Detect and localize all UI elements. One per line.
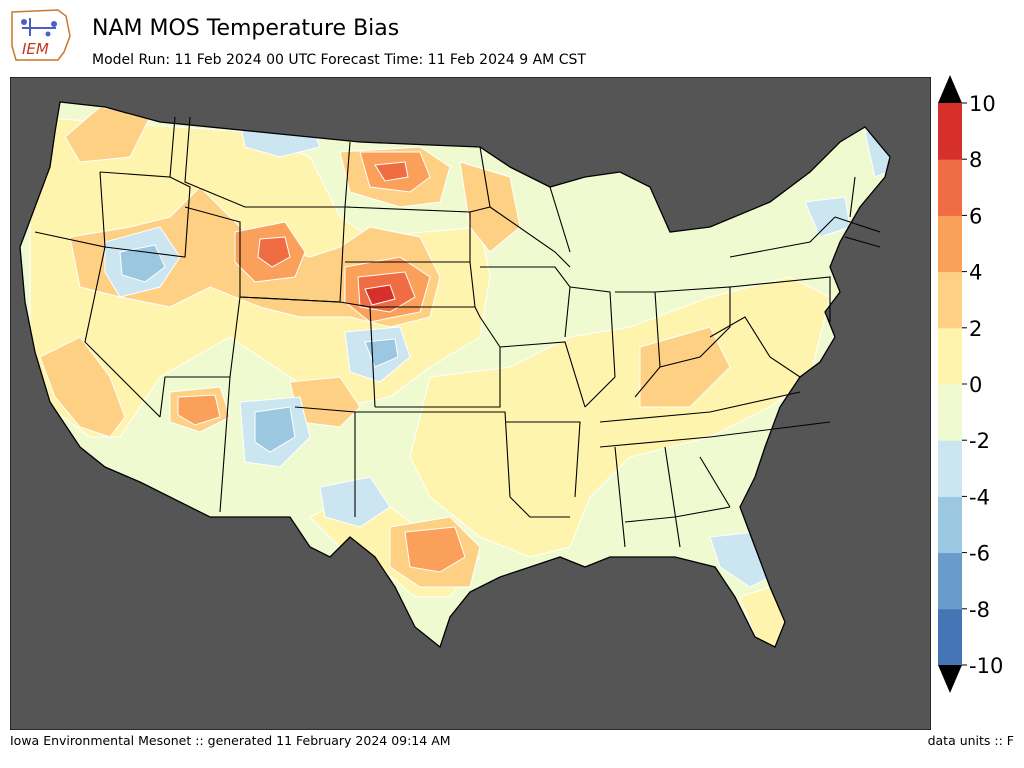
colorbar-tick-label: 4 bbox=[969, 261, 982, 285]
colorbar-bin bbox=[938, 159, 962, 216]
colorbar-bin bbox=[938, 552, 962, 610]
colorbar-bin bbox=[938, 440, 962, 497]
contour-4-6-texas bbox=[404, 526, 466, 573]
footer-units: data units :: F bbox=[927, 733, 1014, 748]
colorbar: 10 8 6 4 2 0 -2 -4 -6 -8 -10 bbox=[938, 75, 1003, 693]
page-title: NAM MOS Temperature Bias bbox=[92, 16, 400, 41]
contour-neg4-6-nevada bbox=[119, 244, 166, 283]
colorbar-tick-label: -6 bbox=[969, 542, 990, 566]
contour-6-8-ndakota bbox=[374, 161, 409, 182]
contour-2-4-kentucky bbox=[639, 326, 731, 408]
colorbar-tick-label: -2 bbox=[969, 429, 990, 453]
contour-8-10-nebraska bbox=[364, 284, 396, 306]
colorbar-tick-label: -10 bbox=[969, 654, 1003, 678]
colorbar-bin bbox=[938, 215, 962, 273]
contour-4-6-arizona bbox=[177, 394, 221, 426]
colorbar-tick-label: -8 bbox=[969, 598, 990, 622]
colorbar-tick-label: 8 bbox=[969, 148, 982, 172]
colorbar-tick-label: 2 bbox=[969, 317, 982, 341]
contour-6-8-wyoming bbox=[257, 236, 291, 268]
colorbar-tick-label: 0 bbox=[969, 373, 982, 397]
colorbar-bin bbox=[938, 103, 962, 160]
colorbar-tick-label: 6 bbox=[969, 204, 982, 228]
contour-neg4-6-colorado bbox=[364, 338, 399, 368]
colorbar-bin bbox=[938, 384, 962, 441]
contour-2-4-california bbox=[39, 336, 126, 438]
state-borders bbox=[34, 116, 881, 548]
colorbar-bin bbox=[938, 327, 962, 385]
contour-0-2-central bbox=[409, 276, 831, 558]
contour-neg4-6-newmexico bbox=[254, 406, 296, 453]
colorbar-bin bbox=[938, 608, 962, 666]
page-subtitle: Model Run: 11 Feb 2024 00 UTC Forecast T… bbox=[92, 52, 586, 68]
colorbar-bin bbox=[938, 271, 962, 329]
colorbar-over-arrow bbox=[938, 75, 962, 103]
logo-text: IEM bbox=[22, 40, 49, 58]
temperature-bias-map bbox=[10, 77, 931, 730]
colorbar-bin bbox=[938, 496, 962, 554]
colorbar-ticks: 10 8 6 4 2 0 -2 -4 -6 -8 -10 bbox=[962, 92, 1003, 678]
colorbar-bins bbox=[938, 103, 962, 666]
colorbar-under-arrow bbox=[938, 665, 962, 693]
iem-logo: IEM bbox=[11, 9, 71, 61]
footer-credit: Iowa Environmental Mesonet :: generated … bbox=[10, 733, 451, 748]
colorbar-tick-label: -4 bbox=[969, 485, 990, 509]
colorbar-tick-label: 10 bbox=[969, 92, 996, 116]
